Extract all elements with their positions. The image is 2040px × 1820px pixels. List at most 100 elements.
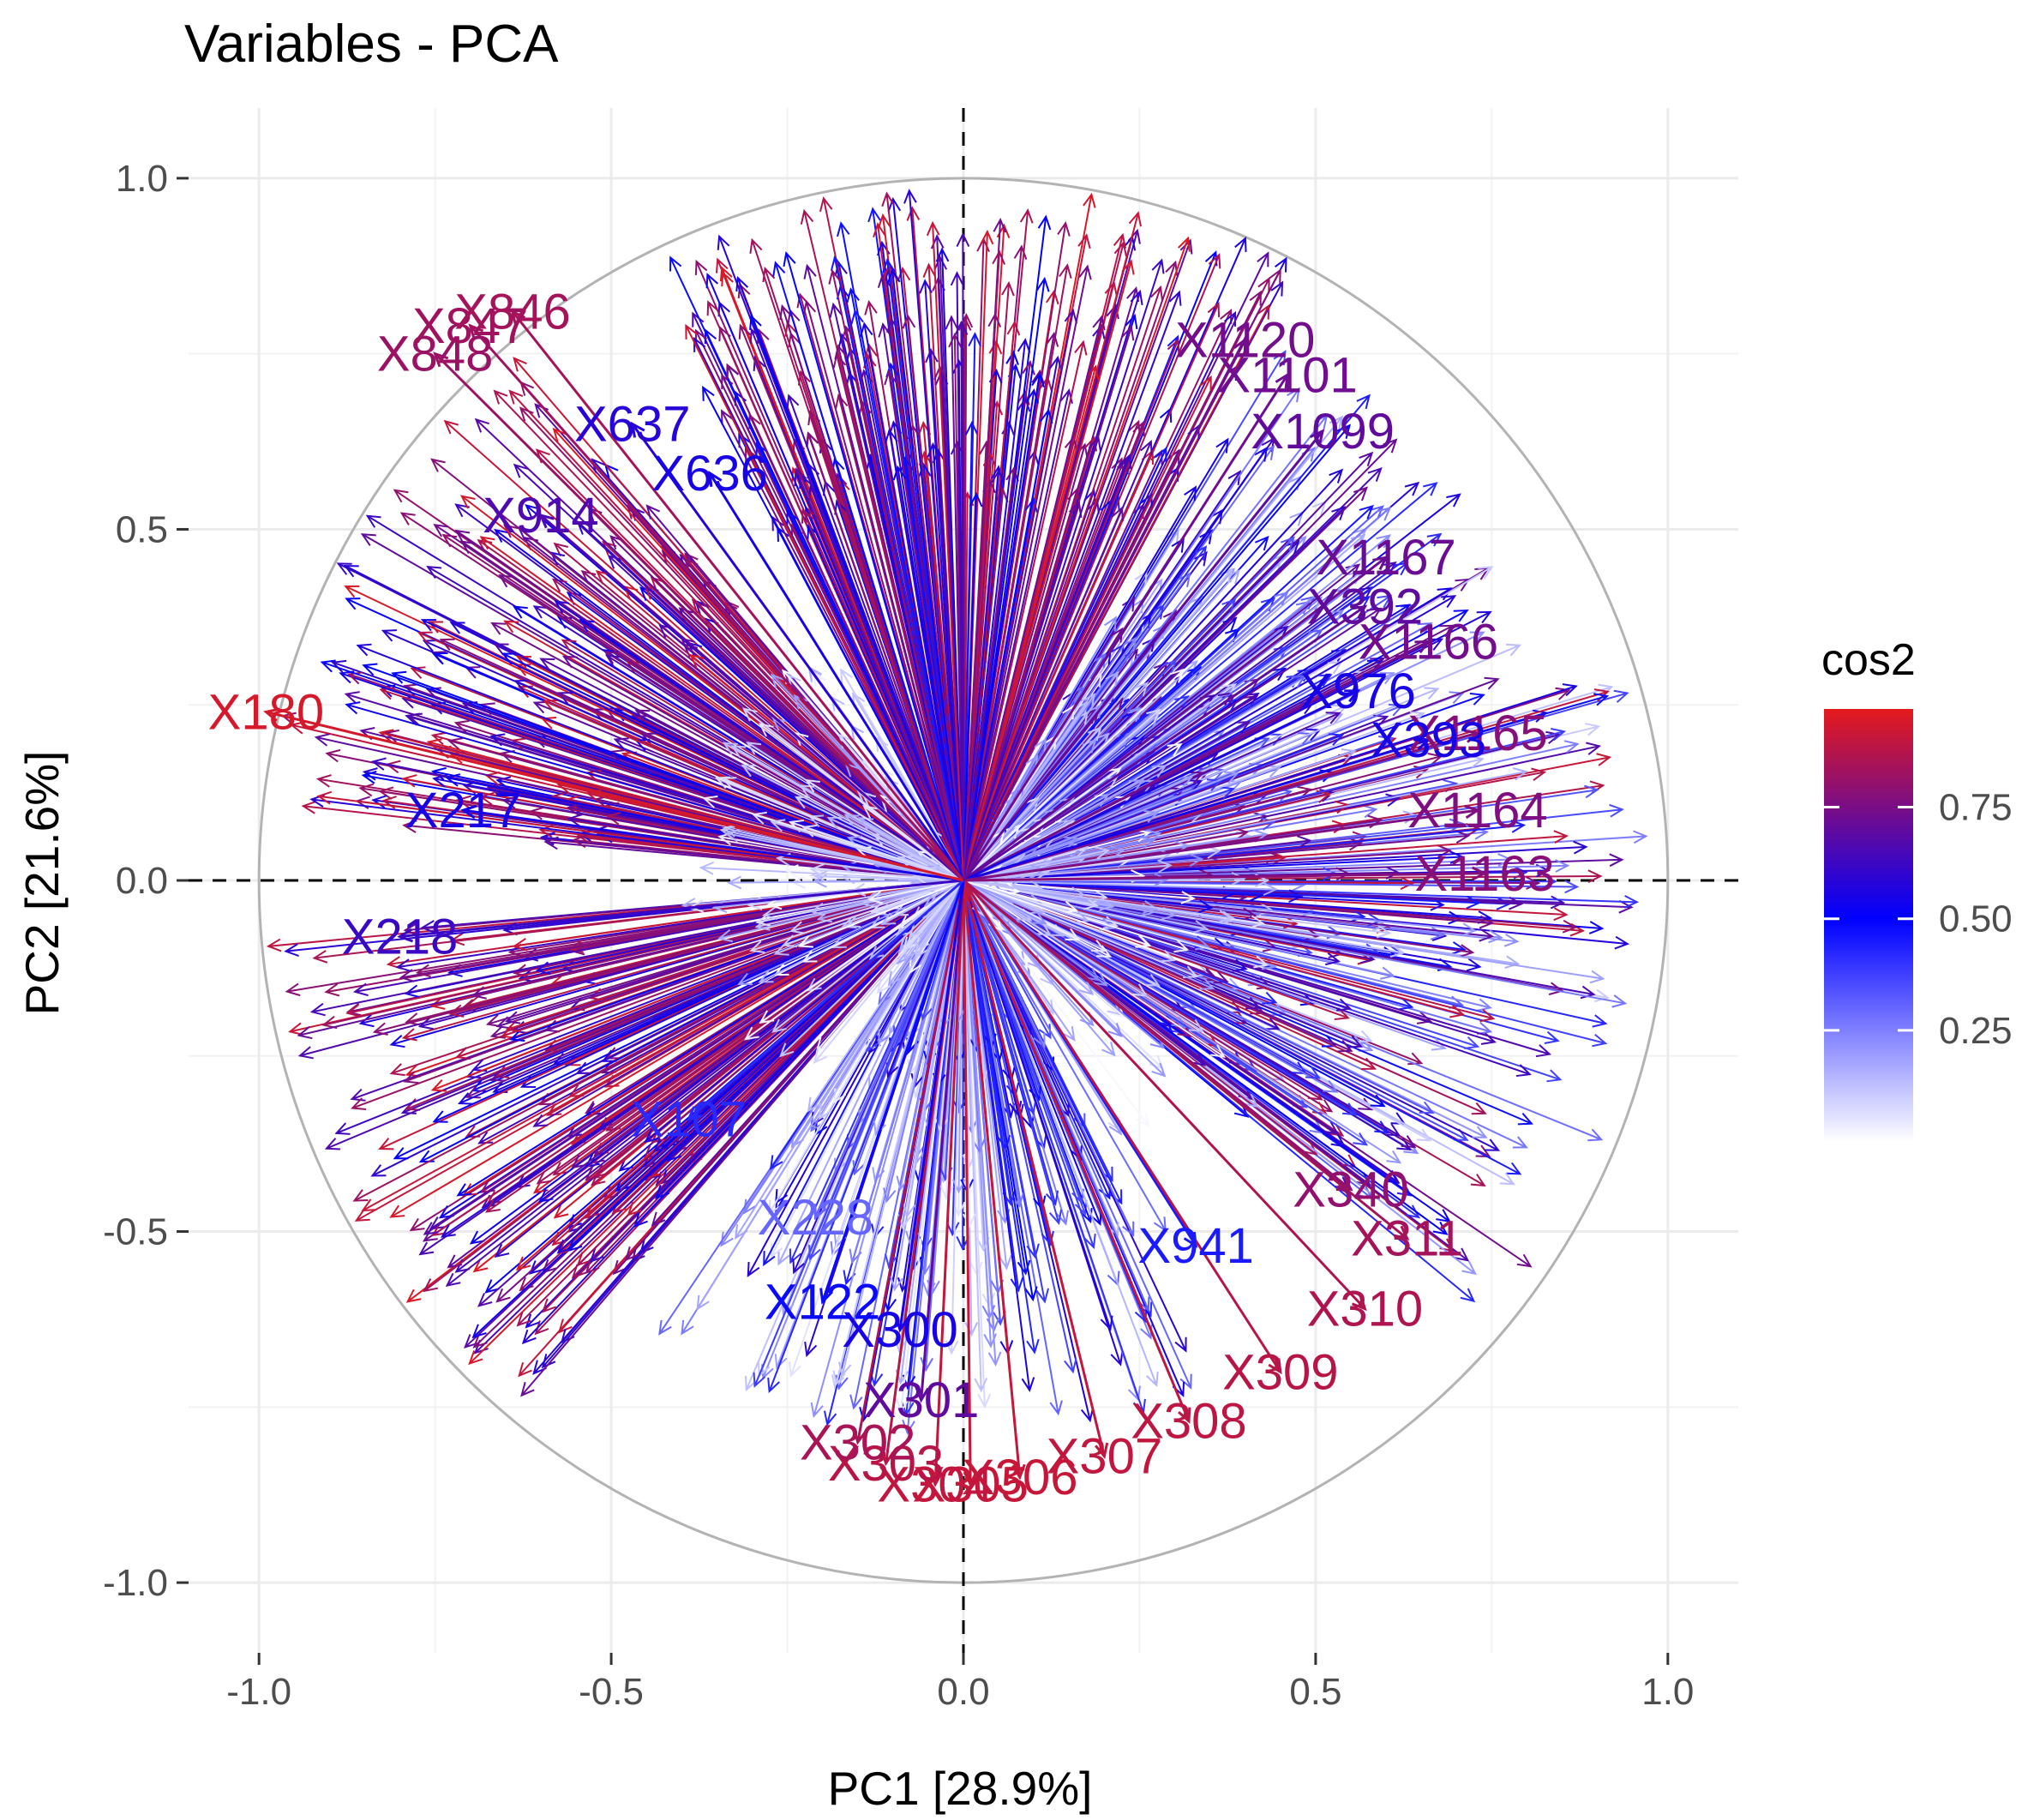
background-arrow-head xyxy=(571,834,587,849)
background-arrow-head xyxy=(465,1085,481,1099)
background-arrow xyxy=(801,509,964,881)
background-arrow xyxy=(835,880,964,1385)
background-arrow-head xyxy=(917,462,932,478)
background-arrow-head xyxy=(1031,369,1045,385)
background-arrow-head xyxy=(789,921,806,934)
chart-title: Variables - PCA xyxy=(184,15,559,74)
background-arrow-head xyxy=(1057,221,1071,237)
background-arrow-head xyxy=(1546,1069,1563,1083)
background-arrow-head xyxy=(1221,598,1237,613)
background-arrow-head xyxy=(806,977,822,992)
background-arrow-head xyxy=(1101,1042,1116,1057)
background-arrow xyxy=(781,305,964,881)
background-arrow-head xyxy=(807,524,819,540)
background-arrow-head xyxy=(1207,301,1221,318)
background-arrow xyxy=(963,880,1074,1373)
background-arrow-head xyxy=(503,620,519,634)
background-arrow xyxy=(742,764,964,881)
variable-arrow xyxy=(920,880,965,1401)
background-arrow-head xyxy=(770,819,786,832)
background-arrow xyxy=(963,880,1578,888)
background-arrow-head xyxy=(344,691,360,705)
background-arrow-head xyxy=(819,196,833,213)
background-arrow-head xyxy=(1189,771,1205,784)
background-arrow xyxy=(854,310,964,881)
background-arrow xyxy=(963,376,1212,881)
background-arrow-head xyxy=(1036,276,1050,292)
background-arrow-head xyxy=(830,255,844,272)
background-arrow-head xyxy=(532,1114,549,1127)
background-arrow-head xyxy=(1270,280,1284,297)
background-arrow-head xyxy=(927,1279,940,1295)
background-arrow-head xyxy=(1254,446,1269,462)
background-arrow-head xyxy=(1460,1288,1476,1303)
background-arrow-head xyxy=(716,257,729,273)
background-arrow-head xyxy=(401,1028,417,1042)
background-arrow-head xyxy=(1564,880,1580,894)
background-arrow-head xyxy=(1401,1135,1417,1149)
background-arrow-head xyxy=(789,1248,802,1264)
background-arrow-head xyxy=(945,1222,960,1237)
background-arrow-head xyxy=(406,712,423,726)
background-arrow xyxy=(907,315,964,881)
background-arrow-head xyxy=(1356,1172,1371,1186)
color-legend: cos2 0.75 0.50 0.25 xyxy=(1821,635,2013,1142)
background-arrow-head xyxy=(1426,532,1443,547)
background-arrow xyxy=(963,880,1144,1414)
background-arrow-head xyxy=(1132,420,1145,437)
background-arrow-head xyxy=(535,961,551,976)
background-arrow-head xyxy=(290,721,306,735)
background-arrow-head xyxy=(945,315,959,330)
background-arrow-head xyxy=(736,972,753,986)
background-arrow-head xyxy=(1105,670,1119,687)
background-arrow xyxy=(448,740,964,881)
variable-label: X847 xyxy=(412,298,528,354)
background-arrow-head xyxy=(457,1092,474,1105)
background-arrow-head xyxy=(1275,256,1287,273)
background-arrow-head xyxy=(762,906,778,920)
background-arrow-head xyxy=(779,1042,795,1058)
background-arrow-head xyxy=(552,427,567,443)
background-arrow-head xyxy=(1157,859,1173,874)
background-arrow-head xyxy=(1461,1260,1477,1276)
background-arrow-head xyxy=(362,663,378,676)
background-arrow-head xyxy=(1613,689,1629,703)
background-arrow-head xyxy=(1177,1024,1193,1037)
background-arrow-head xyxy=(652,1138,669,1153)
background-arrow-head xyxy=(551,578,567,592)
background-arrow-head xyxy=(520,1381,535,1397)
background-arrow-head xyxy=(834,344,848,360)
background-arrow-head xyxy=(987,312,1002,327)
background-arrow xyxy=(422,619,964,881)
variable-label: X310 xyxy=(1307,1282,1423,1337)
background-arrow-head xyxy=(767,1377,780,1394)
background-arrow xyxy=(905,880,964,1415)
background-arrow-head xyxy=(561,655,578,669)
background-arrow xyxy=(751,239,964,881)
background-arrow-head xyxy=(1323,1079,1339,1093)
background-arrow-head xyxy=(1174,695,1190,710)
background-arrow-head xyxy=(758,970,774,983)
background-arrow-head xyxy=(1061,1025,1076,1042)
background-arrow-head xyxy=(1585,723,1601,736)
background-arrow-head xyxy=(1423,482,1438,496)
x-tick-label: 1.0 xyxy=(1641,1671,1694,1713)
background-arrow-head xyxy=(447,737,464,751)
y-tick-label: 1.0 xyxy=(116,158,168,200)
background-arrow-head xyxy=(726,363,739,379)
background-arrow-head xyxy=(543,699,559,712)
background-arrow-head xyxy=(1151,1062,1167,1078)
background-arrow-head xyxy=(1107,1023,1123,1038)
background-arrow-head xyxy=(556,1239,572,1254)
variable-arrow-head xyxy=(630,421,645,438)
background-arrow-head xyxy=(1188,853,1204,868)
background-arrow-head xyxy=(297,1025,313,1040)
background-arrow-head xyxy=(753,1372,766,1388)
background-arrow-head xyxy=(730,745,747,759)
background-arrow-head xyxy=(1119,453,1132,470)
background-arrow-head xyxy=(1468,754,1485,769)
background-arrow xyxy=(633,880,964,1228)
background-arrow-head xyxy=(1593,693,1610,706)
background-arrow-head xyxy=(972,1138,986,1154)
background-arrow-head xyxy=(1400,876,1415,891)
